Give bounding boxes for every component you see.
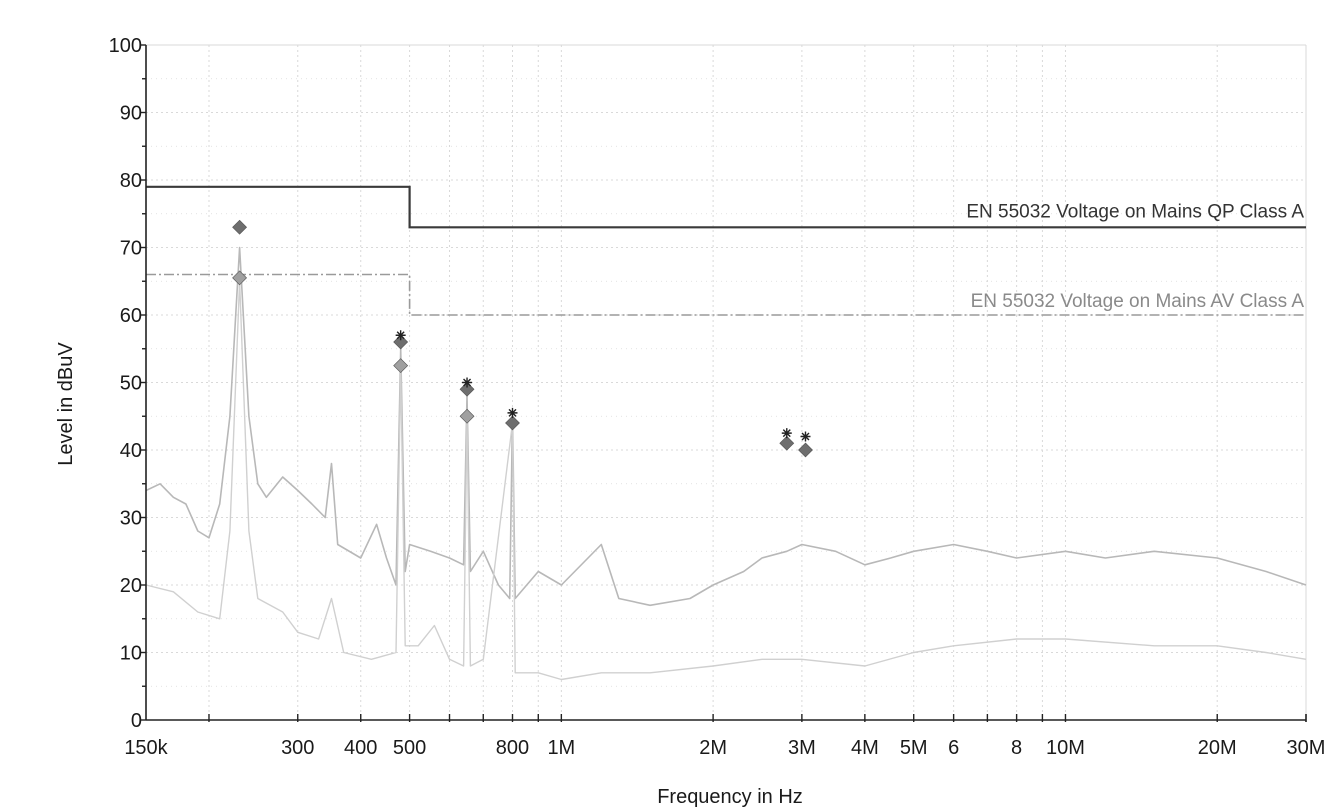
av-limit-line (146, 273, 1306, 316)
spectrum-traces (145, 246, 1307, 681)
peak-star-marker (800, 431, 811, 442)
y-tick-label: 20 (120, 575, 142, 597)
peak-star-marker (507, 407, 518, 418)
y-tick-label: 30 (120, 508, 142, 530)
av-marker (459, 408, 475, 424)
axes: 0 10 20 30 40 50 60 70 80 90 100 150k 300 400 500 800 1M… (109, 35, 1326, 759)
x-tick-label: 10M (1046, 737, 1085, 759)
limit-lines (146, 185, 1306, 316)
peak-star-marker (462, 377, 473, 388)
measurement-markers (232, 219, 813, 458)
av-marker (232, 270, 248, 286)
qp-limit-line (146, 185, 1306, 229)
x-tick-label: 500 (393, 737, 426, 759)
y-tick-label: 60 (120, 305, 142, 327)
y-tick-label: 10 (120, 643, 142, 665)
y-tick-label: 100 (109, 35, 142, 57)
qp-marker (232, 219, 248, 235)
x-tick-label: 8 (1011, 737, 1022, 759)
av-limit-label: EN 55032 Voltage on Mains AV Class A (971, 291, 1305, 312)
x-tick-label: 6 (948, 737, 959, 759)
x-tick-label: 30M (1287, 737, 1326, 759)
x-tick-label: 400 (344, 737, 377, 759)
grid (146, 44, 1307, 721)
qp-limit-label: EN 55032 Voltage on Mains QP Class A (966, 201, 1304, 222)
x-tick-label: 4M (851, 737, 879, 759)
x-tick-label: 3M (788, 737, 816, 759)
av-marker (393, 358, 409, 374)
x-tick-label: 300 (281, 737, 314, 759)
x-tick-label: 1M (547, 737, 575, 759)
y-tick-label: 40 (120, 440, 142, 462)
x-tick-label: 150k (124, 737, 168, 759)
qp-marker (779, 435, 795, 451)
y-tick-label: 90 (120, 103, 142, 125)
y-tick-label: 50 (120, 373, 142, 395)
average-trace (145, 280, 1307, 681)
peak-star-marker (395, 330, 406, 341)
qp-marker (505, 415, 520, 431)
y-axis-title: Level in dBuV (55, 342, 77, 466)
x-tick-label: 20M (1198, 737, 1237, 759)
y-tick-label: 0 (131, 710, 142, 732)
x-tick-label: 800 (496, 737, 529, 759)
x-axis-title: Frequency in Hz (657, 786, 803, 807)
x-tick-label: 5M (900, 737, 928, 759)
y-tick-label: 80 (120, 170, 142, 192)
qp-marker (798, 442, 813, 458)
peak-trace (145, 246, 1307, 607)
peak-star-marker (781, 428, 792, 439)
x-tick-label: 2M (699, 737, 727, 759)
y-tick-label: 70 (120, 238, 142, 260)
